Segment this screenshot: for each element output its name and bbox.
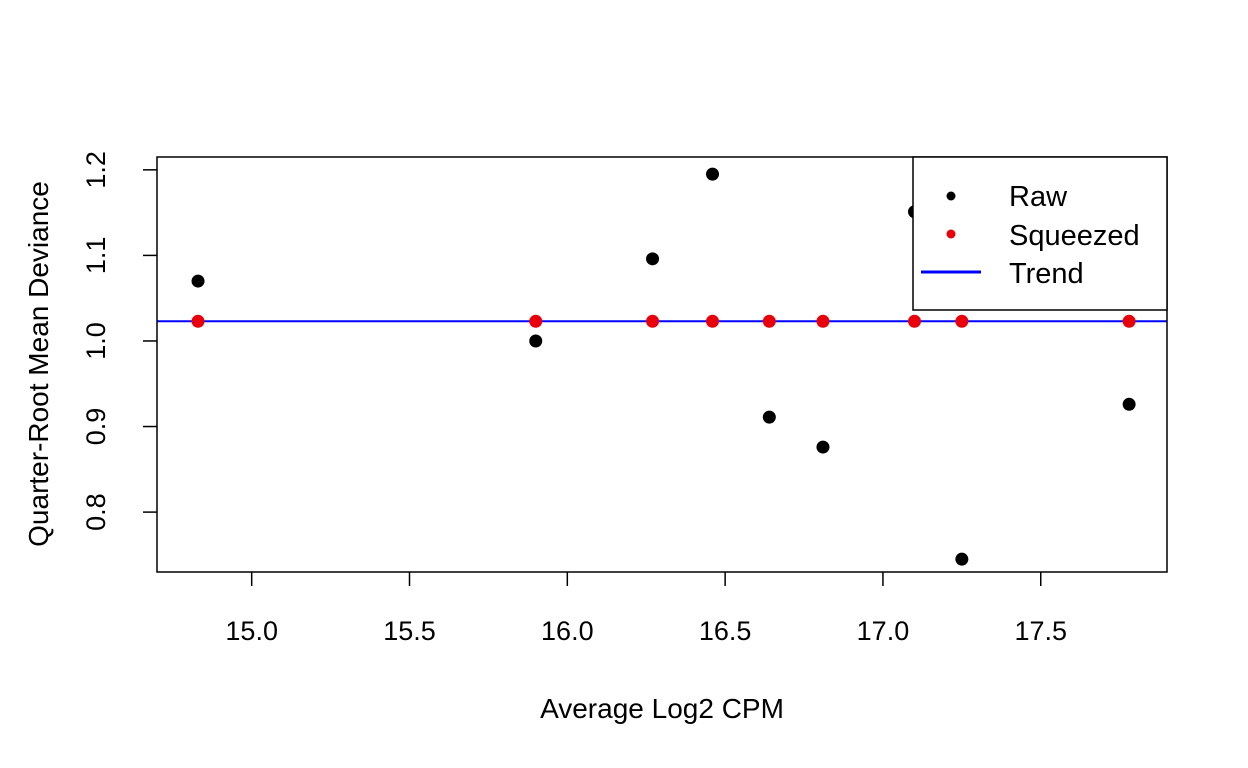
legend-squeezed-label: Squeezed <box>1009 220 1140 252</box>
legend-trend-label: Trend <box>1009 258 1084 290</box>
squeezed-point <box>706 314 719 328</box>
y-tick-label: 1.0 <box>81 322 111 360</box>
raw-point <box>762 410 776 424</box>
squeezed-point <box>955 314 969 328</box>
y-axis-title: Quarter-Root Mean Deviance <box>23 181 54 547</box>
x-tick-label: 16.5 <box>699 616 752 646</box>
raw-point <box>816 440 830 454</box>
raw-point <box>529 334 543 348</box>
x-tick-label: 15.5 <box>383 616 436 646</box>
squeezed-point <box>646 314 660 328</box>
x-axis: 15.0 15.5 16.0 16.5 17.0 17.5 <box>225 572 1067 646</box>
squeezed-point <box>529 314 543 328</box>
squeezed-point <box>1122 314 1136 328</box>
raw-point <box>191 274 205 288</box>
squeezed-point <box>816 314 830 328</box>
legend-raw-symbol <box>946 191 956 201</box>
y-tick-label: 1.2 <box>81 151 111 189</box>
y-axis: 0.8 0.9 1.0 1.1 1.2 <box>81 151 157 531</box>
legend-squeezed-symbol <box>946 229 956 239</box>
y-tick-label: 1.1 <box>81 237 111 275</box>
x-tick-label: 16.0 <box>541 616 594 646</box>
squeezed-point <box>762 314 776 328</box>
x-tick-label: 15.0 <box>225 616 278 646</box>
squeezed-point <box>191 314 205 328</box>
raw-point <box>955 552 969 566</box>
x-tick-label: 17.5 <box>1014 616 1067 646</box>
y-tick-label: 0.9 <box>81 408 111 446</box>
y-tick-label: 0.8 <box>81 493 111 531</box>
plot-frame <box>156 156 1168 573</box>
x-axis-title: Average Log2 CPM <box>540 693 784 724</box>
legend: Raw Squeezed Trend <box>912 156 1168 311</box>
x-tick-label: 17.0 <box>857 616 910 646</box>
squeezed-point <box>908 314 921 328</box>
raw-point <box>1122 397 1136 411</box>
legend-raw-label: Raw <box>1009 181 1068 213</box>
raw-point <box>706 167 719 181</box>
raw-point <box>646 252 660 266</box>
